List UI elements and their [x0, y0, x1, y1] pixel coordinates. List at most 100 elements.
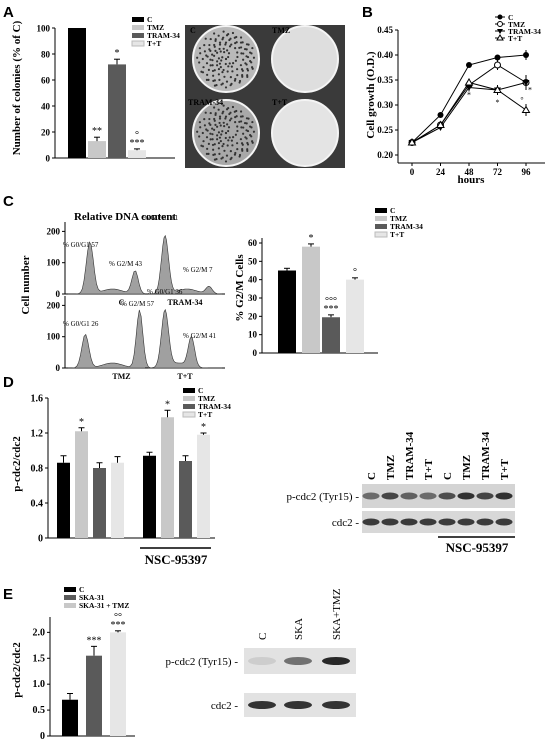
- colony-dot: [227, 129, 230, 133]
- panel-c-ytick-label: 40: [248, 275, 258, 285]
- panel-d-bar: [143, 455, 156, 538]
- colony-dot: [213, 43, 216, 47]
- panel-c-significance: ***: [324, 304, 339, 315]
- panel-d-bar: [161, 417, 174, 538]
- colony-dot: [211, 143, 215, 147]
- colony-dot: [239, 138, 243, 141]
- panel-a-legend-label: TRAM-34: [147, 31, 180, 40]
- colony-dot: [230, 156, 233, 159]
- colony-dot: [209, 132, 212, 135]
- panel-d-blot-band: [476, 492, 494, 500]
- panel-b-legend-label: TMZ: [508, 20, 525, 29]
- panel-b: Cell growth (O.D.) hours 0.20 0.25 0.30 0.3…: [365, 13, 545, 186]
- panel-d-blot-lane-label: C: [366, 472, 378, 480]
- panel-c-ylabel: Cell number: [20, 255, 32, 314]
- colony-dot: [239, 115, 243, 118]
- panel-c-legend-swatch: [375, 208, 387, 213]
- panel-d-blot-band: [438, 518, 456, 526]
- colony-dot: [241, 75, 244, 78]
- colony-dot: [205, 136, 209, 139]
- colony-dot: [244, 136, 247, 139]
- colony-dot: [221, 130, 224, 133]
- colony-dot: [213, 69, 216, 72]
- panel-d-western-blot: C TMZ TRAM-34 T+T C TMZ TRAM-34 T+T p-cdc2 (Tyr1…: [286, 431, 515, 555]
- panel-a-significance: **: [92, 126, 102, 137]
- colony-dot: [218, 115, 222, 118]
- panel-d-bar: [93, 468, 106, 538]
- colony-dot: [225, 154, 229, 157]
- colony-dot: [228, 62, 231, 65]
- colony-dot: [239, 36, 243, 39]
- colony-dot: [242, 58, 245, 61]
- panel-c-g2m-label: % G2/M 7: [183, 266, 213, 274]
- panel-b-legend-marker: [497, 14, 503, 20]
- panel-d-group-label: NSC-95397: [145, 552, 208, 567]
- panel-e-blot-band: [248, 657, 276, 665]
- colony-dot: [222, 68, 225, 72]
- colony-dot: [219, 66, 222, 69]
- panel-e-legend-swatch: [64, 603, 76, 608]
- panel-b-ytick-label: 0.20: [377, 150, 393, 160]
- panel-a-significance: ***: [130, 138, 145, 149]
- panel-b-significance: *: [496, 98, 500, 107]
- panel-c-hist-title: Relative DNA content: [74, 211, 176, 223]
- panel-c-g2m-label: % G2/M 57: [121, 300, 155, 308]
- panel-d-bar: [57, 462, 70, 538]
- colony-dot: [224, 131, 228, 135]
- colony-dot: [224, 136, 227, 140]
- panel-c-ytick-label: 50: [248, 256, 258, 266]
- colony-dot: [249, 134, 252, 137]
- colony-dot: [239, 120, 243, 123]
- panel-b-xtick-label: 72: [493, 167, 503, 177]
- panel-c-hist-ytick-label: 200: [47, 300, 61, 310]
- colony-dot: [223, 75, 226, 78]
- panel-d-ytick-label: 0.8: [31, 464, 44, 475]
- panel-c-ytick-label: 30: [248, 293, 258, 303]
- colony-dot: [215, 84, 218, 87]
- colony-dot: [246, 74, 249, 77]
- panel-a-legend-swatch: [131, 40, 145, 47]
- dish-label: TRAM-34: [188, 98, 223, 107]
- panel-c-significance: °: [353, 267, 357, 278]
- colony-dot: [218, 62, 222, 65]
- colony-dot: [218, 117, 222, 120]
- panel-a-legend-label: T+T: [147, 39, 161, 48]
- panel-e-ytick-label: 0: [40, 731, 45, 742]
- colony-dot: [228, 38, 231, 42]
- colony-dot: [236, 68, 239, 71]
- panel-a-ytick-label: 80: [41, 50, 51, 60]
- colony-dot: [236, 129, 239, 133]
- colony-dot: [216, 138, 219, 141]
- colony-dot: [245, 43, 249, 46]
- panel-c-bar: [302, 246, 320, 353]
- panel-c-bar: [322, 317, 340, 353]
- colony-dot: [221, 112, 224, 115]
- panel-e-blot-band: [248, 701, 276, 709]
- colony-dot: [201, 57, 204, 61]
- colony-dot: [246, 75, 249, 78]
- colony-dot: [211, 133, 214, 136]
- colony-dot: [198, 47, 201, 50]
- colony-dot: [220, 133, 223, 136]
- colony-dot: [196, 56, 199, 59]
- colony-dot: [225, 34, 229, 37]
- panel-d-blot-lane-label: TRAM-34: [480, 431, 492, 480]
- panel-c-histogram-curve: [147, 308, 222, 369]
- colony-dot: [217, 147, 220, 150]
- colony-dot: [229, 76, 232, 79]
- colony-dot: [234, 116, 237, 119]
- colony-dot: [231, 105, 235, 109]
- panel-c-hist-ytick-label: 100: [47, 258, 61, 268]
- colony-dot: [211, 127, 214, 130]
- colony-dot: [207, 152, 210, 155]
- colony-dot: [219, 124, 222, 127]
- colony-dot: [227, 65, 230, 68]
- colony-dot: [217, 141, 221, 145]
- colony-dot: [222, 104, 225, 107]
- panel-a-bar: [108, 64, 126, 158]
- panel-e-blot-row-label: p-cdc2 (Tyr15) -: [165, 656, 238, 668]
- colony-dot: [199, 52, 202, 55]
- colony-dot: [233, 110, 236, 113]
- panel-d-ytick-label: 0: [38, 534, 43, 545]
- colony-dot: [213, 32, 216, 35]
